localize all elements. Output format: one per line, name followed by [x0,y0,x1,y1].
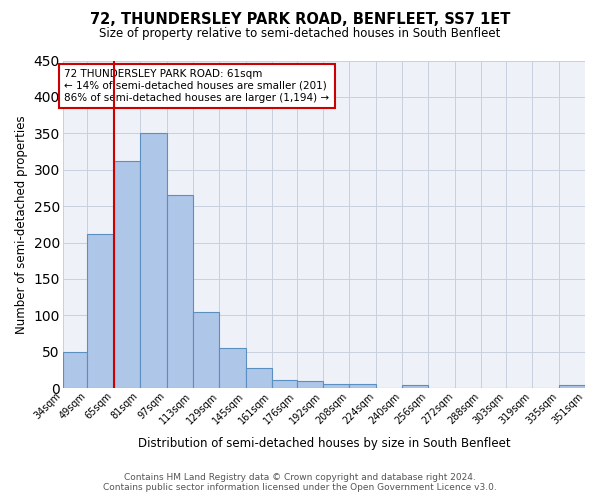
Bar [219,348,245,388]
Bar [245,368,272,388]
Text: Contains HM Land Registry data © Crown copyright and database right 2024.
Contai: Contains HM Land Registry data © Crown c… [103,473,497,492]
Text: 72, THUNDERSLEY PARK ROAD, BENFLEET, SS7 1ET: 72, THUNDERSLEY PARK ROAD, BENFLEET, SS7… [90,12,510,28]
X-axis label: Distribution of semi-detached houses by size in South Benfleet: Distribution of semi-detached houses by … [137,437,510,450]
Bar [167,195,193,388]
Bar [63,352,88,388]
Text: 72 THUNDERSLEY PARK ROAD: 61sqm
← 14% of semi-detached houses are smaller (201)
: 72 THUNDERSLEY PARK ROAD: 61sqm ← 14% of… [64,70,329,102]
Bar [140,134,167,388]
Bar [349,384,376,388]
Bar [114,161,140,388]
Y-axis label: Number of semi-detached properties: Number of semi-detached properties [15,115,28,334]
Bar [402,385,428,388]
Text: Size of property relative to semi-detached houses in South Benfleet: Size of property relative to semi-detach… [100,28,500,40]
Bar [296,381,323,388]
Bar [323,384,349,388]
Bar [559,385,585,388]
Bar [272,380,296,388]
Bar [88,234,114,388]
Bar [193,312,219,388]
